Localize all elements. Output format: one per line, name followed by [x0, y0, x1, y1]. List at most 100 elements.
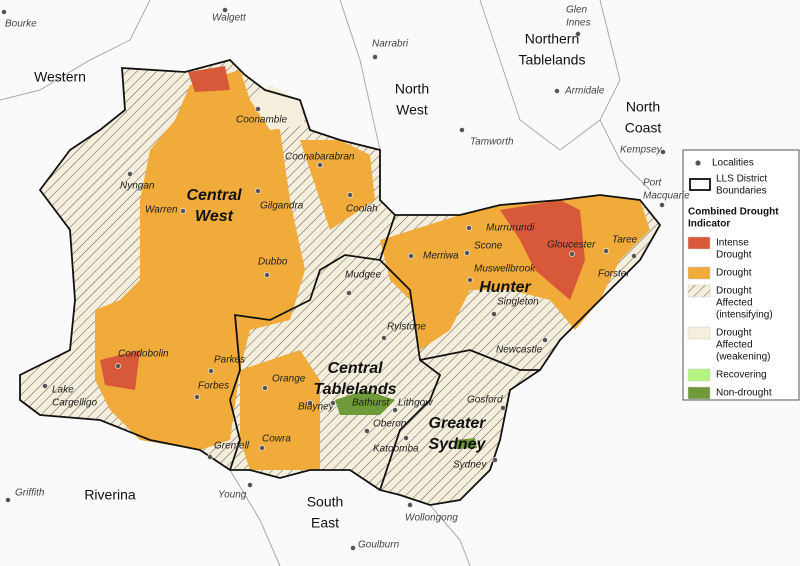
locality-dot	[180, 208, 186, 214]
locality-dot	[408, 253, 414, 259]
locality-dot	[346, 290, 352, 296]
locality-label: Gosford	[467, 395, 503, 406]
locality-dot	[659, 202, 665, 208]
locality-label: Wollongong	[405, 513, 458, 524]
locality-dot	[247, 482, 253, 488]
locality-dot	[403, 435, 409, 441]
district-label: Hunter	[479, 279, 531, 296]
locality-label: Parkes	[214, 355, 245, 366]
district-label: East	[311, 515, 339, 531]
locality-label: Murrurundi	[486, 223, 535, 234]
district-label: Tablelands	[314, 381, 397, 398]
district-label: Northern	[525, 31, 579, 47]
legend-dot	[695, 160, 701, 166]
legend-label: Drought	[716, 286, 752, 297]
locality-dot	[262, 385, 268, 391]
locality-label: Bourke	[5, 19, 37, 30]
district-label: Sydney	[429, 436, 487, 453]
locality-label: Forbes	[198, 381, 229, 392]
legend-swatch	[689, 178, 711, 191]
legend-title: Indicator	[688, 219, 730, 230]
locality-dot	[575, 31, 581, 37]
locality-label: Blayney	[298, 402, 335, 413]
locality-dot	[381, 335, 387, 341]
locality-label: Katoomba	[373, 444, 419, 455]
locality-label: Gilgandra	[260, 201, 304, 212]
legend-label: Localities	[712, 158, 754, 169]
locality-dot	[208, 368, 214, 374]
district-label: Coast	[625, 120, 662, 136]
locality-dot	[255, 106, 261, 112]
locality-label: Oberon	[373, 419, 407, 430]
district-label: West	[396, 102, 428, 118]
locality-dot	[500, 405, 506, 411]
legend-label: Drought	[716, 328, 752, 339]
locality-label: Walgett	[212, 13, 247, 24]
locality-dot	[347, 192, 353, 198]
locality-label: Grenfell	[214, 441, 250, 452]
locality-label: Armidale	[564, 86, 605, 97]
locality-dot	[631, 253, 637, 259]
district-label: Tablelands	[519, 52, 586, 68]
district-label: Western	[34, 69, 86, 85]
legend-label: LLS District	[716, 174, 767, 185]
locality-label: Coonamble	[236, 115, 288, 126]
non-drought-areas	[335, 390, 477, 449]
legend-label: Drought	[716, 250, 752, 261]
intense-areas	[100, 66, 585, 390]
locality-label: Lithgow	[398, 398, 433, 409]
legend-label: Boundaries	[716, 186, 767, 197]
locality-dot	[115, 363, 121, 369]
legend-swatch	[687, 326, 711, 340]
district-label: Greater	[429, 415, 487, 432]
locality-label: Narrabri	[372, 39, 409, 50]
locality-dot	[207, 454, 213, 460]
legend-swatch	[687, 386, 711, 400]
locality-label: Orange	[272, 374, 306, 385]
locality-label: Forster	[598, 269, 630, 280]
locality-label: Cargelligo	[52, 398, 97, 409]
locality-dot	[42, 383, 48, 389]
locality-dot	[491, 311, 497, 317]
drought-areas	[95, 70, 650, 470]
district-label: Central	[327, 360, 383, 377]
locality-dot	[569, 251, 575, 257]
locality-dot	[255, 188, 261, 194]
legend-label: Affected	[716, 298, 753, 309]
district-label: North	[626, 99, 660, 115]
locality-label: Kempsey	[620, 145, 663, 156]
locality-dot	[317, 162, 323, 168]
locality-label: Cowra	[262, 434, 291, 445]
locality-dot	[364, 428, 370, 434]
locality-label: Young	[218, 490, 247, 501]
locality-label: Sydney	[453, 460, 487, 471]
locality-label: Goulburn	[358, 540, 400, 551]
locality-dot	[5, 497, 11, 503]
locality-label: Condobolin	[118, 349, 169, 360]
district-label: South	[307, 494, 344, 510]
locality-label: Bathurst	[352, 398, 390, 409]
locality-dot	[542, 337, 548, 343]
district-label: West	[195, 208, 234, 225]
locality-label: Scone	[474, 241, 503, 252]
weakening-area	[250, 85, 305, 130]
locality-label: Nyngan	[120, 181, 155, 192]
locality-label: Rylstone	[387, 322, 426, 333]
locality-dot	[466, 225, 472, 231]
legend-swatch	[687, 266, 711, 280]
locality-dot	[459, 127, 465, 133]
locality-dot	[307, 400, 313, 406]
locality-label: Warren	[145, 205, 178, 216]
locality-dot	[264, 272, 270, 278]
locality-label: Coonabarabran	[285, 152, 355, 163]
locality-label: Gloucester	[547, 240, 596, 251]
locality-label: Dubbo	[258, 257, 288, 268]
legend-label: Recovering	[716, 370, 767, 381]
legend-label: Affected	[716, 340, 753, 351]
locality-label: Tamworth	[470, 137, 514, 148]
locality-dot	[259, 445, 265, 451]
locality-dot	[350, 545, 356, 551]
outer-boundaries	[0, 0, 651, 566]
locality-dot	[554, 88, 560, 94]
